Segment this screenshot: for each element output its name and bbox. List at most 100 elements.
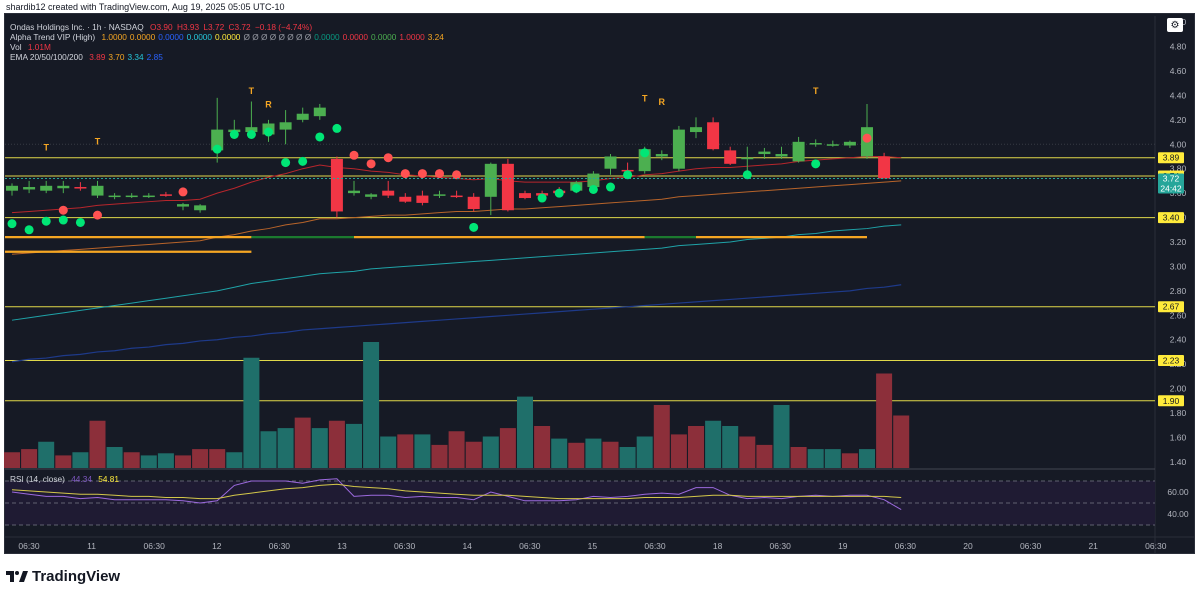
candle-body — [108, 195, 121, 198]
buy-signal-dot — [640, 148, 650, 158]
candle-body — [23, 187, 36, 190]
volume-bar — [653, 405, 670, 468]
alpha-trend-value: 0.0000 — [342, 32, 368, 42]
current-price-badge — [1158, 173, 1184, 194]
candle-body — [159, 194, 172, 196]
sell-signal-dot — [58, 205, 68, 215]
price-axis-tick: 3.80 — [1170, 164, 1187, 174]
buy-signal-dot — [212, 144, 222, 154]
volume-row[interactable]: Vol 1.01M — [10, 42, 447, 52]
candle-body — [296, 113, 309, 120]
volume-bar — [277, 428, 294, 468]
ema-value: 3.70 — [108, 52, 125, 62]
volume-bar — [517, 396, 533, 468]
ema-value: 2.85 — [146, 52, 163, 62]
alpha-trend-row[interactable]: Alpha Trend VIP (High) 1.0000 0.0000 0.000… — [10, 32, 447, 42]
candle-body — [792, 141, 805, 162]
ema-value: 3.34 — [127, 52, 144, 62]
candle-body — [501, 163, 514, 211]
volume-name[interactable]: Vol — [10, 42, 22, 52]
ema200-line — [11, 284, 902, 363]
time-axis-label: 18 — [713, 541, 723, 551]
candle-body — [758, 151, 771, 155]
ema-name[interactable]: EMA 20/50/100/200 — [10, 52, 83, 62]
volume-bar — [482, 436, 499, 468]
symbol-name[interactable]: Ondas Holdings Inc. · 1h · NASDAQ — [10, 22, 144, 32]
candle-body — [416, 195, 429, 203]
alpha-trend-name[interactable]: Alpha Trend VIP (High) — [10, 32, 96, 42]
candle-body — [313, 107, 326, 117]
volume-bar — [380, 436, 397, 468]
volume-bar — [226, 452, 243, 468]
volume-bar — [859, 449, 875, 468]
price-badge — [1158, 301, 1184, 313]
candle-body — [125, 195, 138, 198]
time-axis-label: 19 — [838, 541, 848, 551]
candle-body — [809, 143, 822, 145]
price-axis-tick: 3.20 — [1170, 237, 1187, 247]
volume-bar — [568, 442, 585, 468]
open-value: O3.90 — [150, 22, 173, 32]
alpha-trend-value: 3.24 — [427, 32, 444, 42]
tradingview-logo-icon — [6, 571, 28, 582]
volume-bar — [619, 447, 636, 468]
candle-body — [245, 127, 258, 133]
candle-body — [467, 196, 480, 210]
candle-body — [348, 190, 360, 194]
price-badge — [1158, 152, 1184, 164]
buy-signal-dot — [554, 188, 564, 198]
rsi-name[interactable]: RSI (14, close) — [10, 474, 65, 484]
rsi-legend[interactable]: RSI (14, close) 44.34 54.81 — [10, 474, 119, 484]
candle-body — [40, 185, 53, 191]
low-value: L3.72 — [203, 22, 225, 32]
signal-label: T — [813, 86, 819, 96]
candle-body — [91, 185, 104, 196]
sell-signal-dot — [417, 169, 427, 179]
volume-bar — [328, 420, 345, 468]
price-badge-label: 1.90 — [1163, 396, 1180, 406]
close-value: C3.72 — [228, 22, 251, 32]
price-axis-tick: 4.60 — [1170, 66, 1187, 76]
ema-row[interactable]: EMA 20/50/100/200 3.89 3.70 3.34 2.85 — [10, 52, 447, 62]
time-axis-label: 06:30 — [1145, 541, 1167, 551]
candle-body — [194, 205, 207, 211]
symbol-row[interactable]: Ondas Holdings Inc. · 1h · NASDAQ O3.90 … — [10, 22, 447, 32]
candle-body — [724, 150, 737, 164]
volume-bar — [790, 447, 807, 468]
time-axis-label: 15 — [588, 541, 598, 551]
sell-signal-dot — [400, 169, 410, 179]
candle-body — [382, 190, 395, 196]
buy-signal-dot — [246, 129, 256, 139]
candle-body — [6, 185, 18, 191]
time-axis-label: 21 — [1088, 541, 1098, 551]
alpha-trend-value: 0.0000 — [129, 32, 156, 42]
volume-bar — [123, 452, 140, 468]
price-axis-tick: 4.20 — [1170, 115, 1187, 125]
alpha-trend-value: 0.0000 — [186, 32, 213, 42]
volume-bar — [72, 452, 89, 468]
rsi-ma-value: 54.81 — [98, 474, 120, 484]
candle-body — [826, 144, 839, 146]
candle-body — [604, 156, 617, 169]
volume-bar — [260, 431, 277, 468]
volume-bar — [585, 438, 602, 468]
time-axis-label: 06:30 — [644, 541, 666, 551]
price-badge — [1158, 354, 1184, 366]
buy-signal-dot — [41, 216, 51, 226]
settings-icon[interactable]: ⚙ — [1167, 18, 1183, 32]
volume-bar — [311, 428, 328, 468]
time-axis-label: 06:30 — [519, 541, 541, 551]
alpha-trend-value: 0.0000 — [370, 32, 397, 42]
time-axis-label: 06:30 — [895, 541, 917, 551]
volume-bar — [670, 434, 687, 468]
volume-value: 1.01M — [27, 42, 51, 52]
candle-body — [519, 193, 531, 199]
volume-bar — [431, 444, 448, 468]
volume-bar — [363, 342, 380, 468]
tradingview-logo[interactable]: TradingView — [6, 568, 120, 585]
time-axis-label: 12 — [212, 541, 222, 551]
volume-bar — [294, 417, 311, 468]
volume-bar — [722, 426, 739, 468]
sell-signal-dot — [178, 187, 188, 197]
